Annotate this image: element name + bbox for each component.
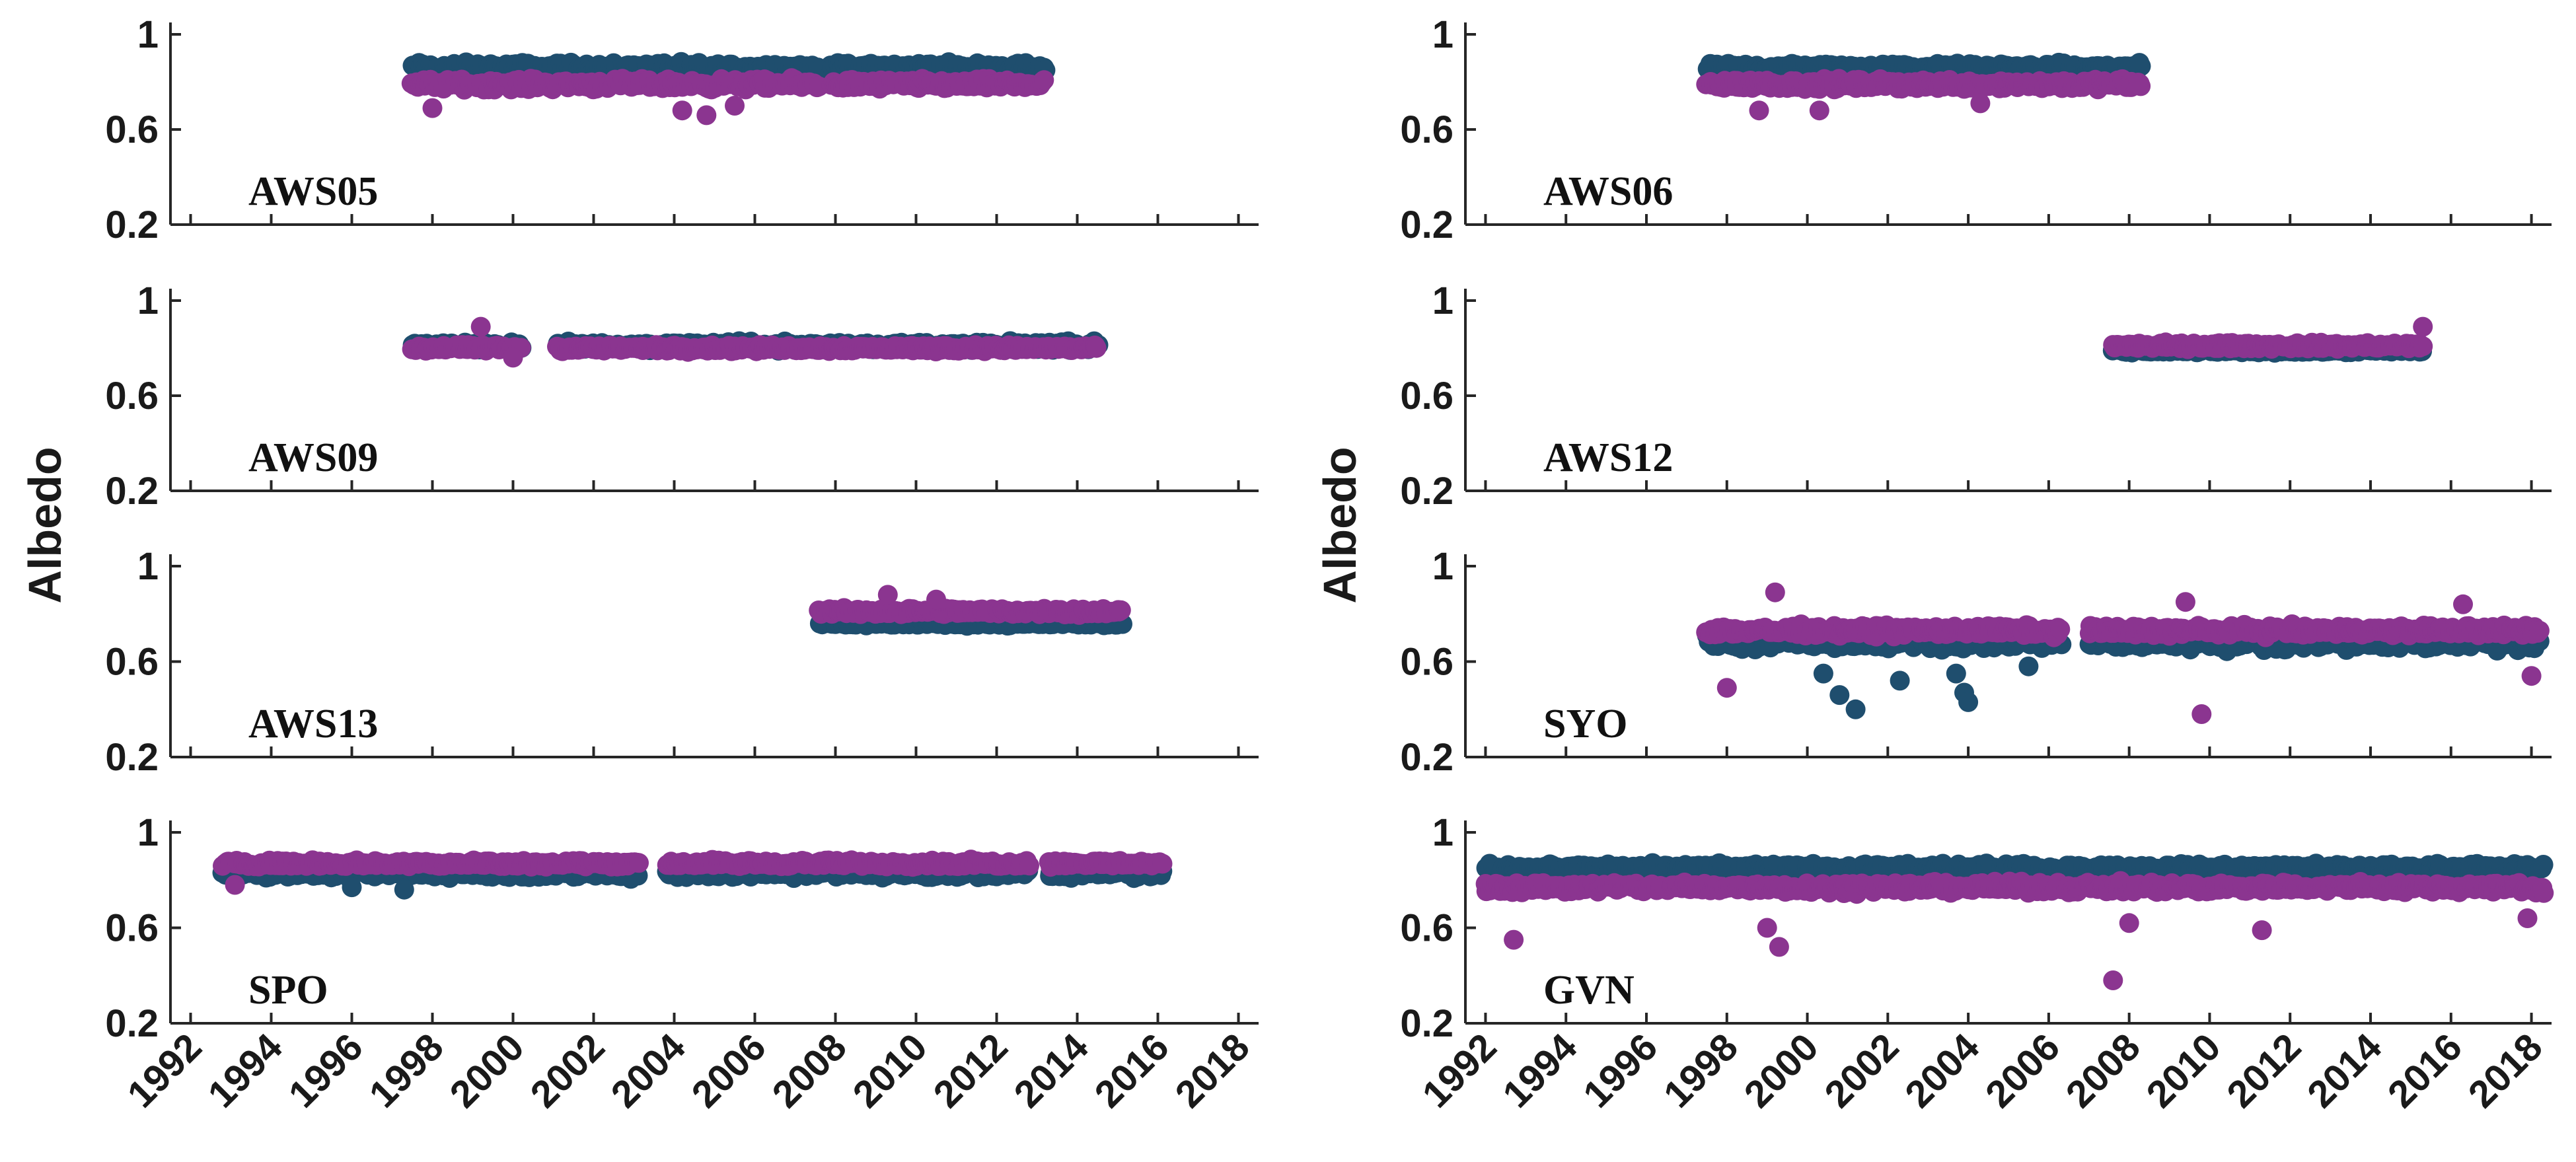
y-tick-label: 1 xyxy=(1432,279,1454,322)
data-point xyxy=(1019,855,1039,876)
y-tick-label: 0.2 xyxy=(105,203,159,246)
station-label: AWS05 xyxy=(248,169,378,214)
station-label: AWS12 xyxy=(1543,435,1673,480)
data-point xyxy=(2529,620,2550,641)
data-point-outlier xyxy=(342,877,362,898)
data-point-outlier xyxy=(696,105,717,126)
y-tick-label: 0.2 xyxy=(105,736,159,779)
data-point xyxy=(1111,600,1131,620)
series-series-b xyxy=(809,585,1131,625)
data-point-outlier xyxy=(725,96,745,116)
data-point xyxy=(2131,76,2151,96)
data-point xyxy=(1034,70,1054,91)
y-axis-label-left: Albedo xyxy=(19,447,71,603)
y-tick-label: 1 xyxy=(137,279,159,322)
data-point-outlier xyxy=(1890,671,1910,691)
y-tick-label: 1 xyxy=(137,13,159,56)
y-tick-label: 1 xyxy=(137,545,159,588)
y-tick-label: 0.6 xyxy=(105,375,159,418)
series-series-a xyxy=(1476,853,2554,883)
y-axis-label-right: Albedo xyxy=(1314,447,1366,603)
y-tick-label: 0.6 xyxy=(1400,108,1454,151)
y-tick-label: 1 xyxy=(1432,13,1454,56)
y-tick-label: 0.6 xyxy=(105,108,159,151)
x-tick-label: 2002 xyxy=(522,1025,612,1116)
data-point-outlier xyxy=(672,100,692,121)
y-tick-label: 0.6 xyxy=(1400,375,1454,418)
panel-aws13: 0.2 0.6 1 AWS13 xyxy=(105,545,1259,779)
data-point-outlier xyxy=(1716,678,1737,698)
y-tick-label: 0.2 xyxy=(1400,203,1454,246)
data-point-outlier xyxy=(877,585,898,605)
y-tick-label: 0.2 xyxy=(1400,470,1454,513)
x-tick-label: 2014 xyxy=(1006,1025,1096,1116)
x-tick-label: 2010 xyxy=(844,1025,935,1116)
data-point xyxy=(2050,619,2071,639)
station-label: AWS09 xyxy=(248,435,378,480)
data-point xyxy=(1152,853,1173,874)
station-label: AWS06 xyxy=(1543,169,1673,214)
y-tick-label: 0.6 xyxy=(1400,641,1454,684)
y-tick-label: 1 xyxy=(1432,545,1454,588)
data-point xyxy=(1086,338,1107,358)
data-point-outlier xyxy=(2453,594,2473,614)
y-tick-label: 0.2 xyxy=(1400,736,1454,779)
y-tick-label: 1 xyxy=(137,811,159,854)
station-label: SPO xyxy=(248,968,328,1013)
data-point xyxy=(629,853,649,873)
x-tick-label: 1996 xyxy=(280,1025,371,1116)
y-tick-label: 0.2 xyxy=(105,1002,159,1045)
data-point-outlier xyxy=(2413,316,2433,337)
y-tick-label: 0.6 xyxy=(105,641,159,684)
panel-gvn: 0.20.61199219941996199820002002200420062… xyxy=(1400,811,2554,1116)
panel-aws09: 0.2 0.6 1 AWS09 xyxy=(105,279,1259,513)
series-series-b xyxy=(1696,69,2151,121)
x-tick-label: 2006 xyxy=(683,1025,774,1116)
data-point-outlier xyxy=(1845,699,1866,719)
panel-spo: 0.20.61199219941996199820002002200420062… xyxy=(105,811,1259,1116)
x-tick-label: 2012 xyxy=(925,1025,1015,1116)
x-tick-label: 1998 xyxy=(361,1025,451,1116)
data-point-outlier xyxy=(1765,582,1785,602)
data-point-outlier xyxy=(225,875,245,895)
data-point-outlier xyxy=(2175,592,2195,612)
y-tick-label: 0.6 xyxy=(105,907,159,950)
data-point-outlier xyxy=(2521,666,2542,686)
series-series-b xyxy=(213,850,1173,895)
panel-aws05: 0.2 0.6 1 AWS05 xyxy=(105,13,1259,246)
panel-syo: 0.2 0.6 1 SYO xyxy=(1400,545,2552,779)
station-label: SYO xyxy=(1543,702,1627,746)
data-point-outlier xyxy=(926,589,946,610)
station-label: AWS13 xyxy=(248,702,378,746)
data-point xyxy=(2131,56,2151,77)
data-point-outlier xyxy=(1749,100,1769,121)
data-point-outlier xyxy=(2018,656,2039,676)
data-point-outlier xyxy=(1958,692,1979,712)
x-tick-label: 2018 xyxy=(1167,1025,1257,1116)
series-series-b xyxy=(1696,582,2550,724)
data-point-outlier xyxy=(2191,704,2212,724)
data-point-outlier xyxy=(1809,100,1829,121)
panel-aws12: 0.2 0.6 1 AWS12 xyxy=(1400,279,2552,513)
data-point-outlier xyxy=(422,98,443,118)
data-point-outlier xyxy=(470,316,491,337)
x-tick-label: 2004 xyxy=(603,1025,693,1116)
y-tick-label: 0.2 xyxy=(105,470,159,513)
data-point-outlier xyxy=(1970,93,1991,114)
data-point-outlier xyxy=(394,879,414,900)
series-series-b xyxy=(401,68,1054,126)
data-point-outlier xyxy=(1946,663,1966,684)
panel-aws06: 0.2 0.6 1 AWS06 xyxy=(1400,13,2552,246)
data-point-outlier xyxy=(1829,685,1850,706)
x-tick-label: 2016 xyxy=(1086,1025,1177,1116)
data-point-outlier xyxy=(1813,663,1833,684)
series-series-b xyxy=(2103,316,2433,359)
x-tick-label: 2008 xyxy=(764,1025,854,1116)
series-series-b xyxy=(402,316,1107,368)
x-tick-label: 1994 xyxy=(200,1025,290,1116)
data-point xyxy=(2413,336,2433,357)
data-point-outlier xyxy=(503,347,523,368)
x-tick-label: 2000 xyxy=(441,1025,532,1116)
